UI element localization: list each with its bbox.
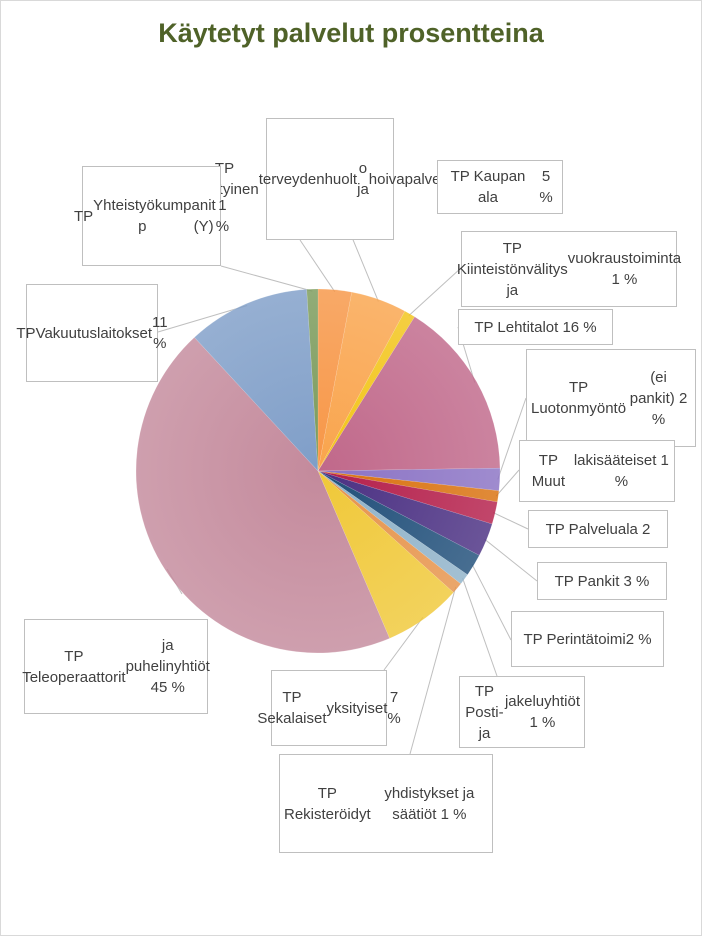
label-yksityinen-line-3: o ja (357, 160, 369, 198)
label-kaupan: TP Kaupan ala 5 % (437, 160, 563, 214)
label-yhteistyo-line-3: anit (Y) (191, 197, 216, 235)
label-sekalaiset: TP Sekalaiset yksityiset 7 % (257, 670, 401, 746)
label-perinta-line-2: 2 % (625, 630, 652, 648)
label-teleoperaattorit-line-1: TP Teleoperaattorit (22, 647, 126, 686)
leader-line (471, 563, 512, 641)
pie-slice (317, 310, 416, 472)
pie-slice (317, 467, 501, 492)
pie-slice (317, 470, 498, 525)
label-palveluala-line-1: TP Palveluala 2 (545, 520, 651, 538)
pie-slice (317, 470, 468, 585)
label-kiinteisto-line-2: vuokraustoiminta 1 % (567, 250, 682, 288)
pie-slice (135, 337, 390, 654)
leader-line (492, 512, 529, 530)
label-posti: TP Posti- ja jakeluyhtiöt 1 % (459, 676, 585, 748)
pie-slice (317, 291, 406, 472)
label-perinta: TP Perintätoimi 2 % (511, 611, 664, 667)
label-pankit: TP Pankit 3 % (537, 562, 667, 600)
leader-lines (157, 212, 538, 755)
label-yhteistyo-line-2: Yhteistyökump p (93, 197, 192, 235)
pie-slice (317, 316, 501, 472)
label-luotonmyonto-line-1: TP Luotonmyöntö (531, 379, 627, 417)
label-yhteistyo-line-1: TP (73, 207, 94, 225)
label-rekisteroidyt-line-2: yhdistykset ja säätiöt 1 % (384, 784, 475, 823)
leader-line (299, 239, 336, 293)
leader-line (462, 578, 498, 677)
pie-slice (317, 470, 493, 556)
pie-slice (306, 288, 319, 472)
label-muut-line-1: TP Muut (531, 452, 566, 490)
pie-slice (317, 470, 480, 576)
label-yksityinen-line-2: terveydenhuolt (258, 170, 358, 188)
leader-line (157, 305, 248, 333)
leader-line (484, 538, 538, 582)
leader-line (220, 265, 313, 292)
label-teleoperaattorit: TP Teleoperaattorit ja puhelinyhtiöt 45 … (22, 619, 210, 714)
label-luotonmyonto: TP Luotonmyöntö (ei pankit) 2 % (526, 349, 696, 447)
label-kiinteisto-line-1: TP Kiinteistönvälitys ja (456, 239, 568, 299)
pie-slice (317, 470, 500, 503)
label-lehtitalot-line-1: TP Lehtitalot 16 % (474, 318, 597, 336)
pie-slice (194, 289, 319, 472)
label-vakuutus-line-2: Vakuutuslaitoks (35, 324, 140, 342)
label-posti-line-2: jakeluyhtiöt 1 % (504, 693, 580, 731)
leader-line (408, 267, 462, 316)
label-kaupan-line-2: 5 % (539, 168, 553, 206)
label-rekisteroidyt: TP Rekisteröidyt yhdistykset ja säätiöt … (279, 754, 493, 853)
label-vakuutus: TP Vakuutuslaitoks et 11 % (16, 284, 168, 382)
label-sekalaiset-line-3: 7 % (387, 689, 401, 727)
label-yhteistyo-line-4: 1 % (215, 197, 230, 235)
label-palveluala: TP Palveluala 2 (528, 510, 668, 548)
label-vakuutus-line-3: et (139, 324, 153, 342)
label-vakuutus-line-4: 11 % (152, 314, 168, 352)
label-luotonmyonto-line-2: (ei pankit) 2 % (629, 368, 688, 428)
label-muut: TP Muut lakisääteiset 1 % (519, 440, 675, 502)
pie-slice (317, 288, 353, 472)
pie-slice (317, 470, 462, 593)
label-yksityinen-line-4: hoivapalvelut (368, 170, 457, 188)
label-perinta-line-1: TP Perintätoimi (523, 630, 626, 648)
label-teleoperaattorit-line-2: ja puhelinyhtiöt 45 % (125, 637, 210, 696)
label-yhteistyo: TP Yhteistyökump p anit (Y) 1 % (74, 166, 229, 266)
label-kiinteisto: TP Kiinteistönvälitys ja vuokraustoimint… (457, 231, 681, 307)
label-pankit-line-1: TP Pankit 3 % (554, 572, 650, 590)
label-muut-line-2: lakisääteiset 1 % (573, 452, 669, 490)
label-rekisteroidyt-line-1: TP Rekisteröidyt (284, 784, 371, 823)
label-posti-line-1: TP Posti- ja (465, 682, 504, 742)
pie-slice (317, 470, 454, 639)
label-kaupan-line-1: TP Kaupan ala (450, 168, 526, 206)
label-sekalaiset-line-1: TP Sekalaiset (257, 689, 327, 727)
leader-line (497, 397, 527, 480)
label-sekalaiset-line-2: yksityiset (326, 699, 388, 717)
leader-line (495, 469, 520, 497)
chart-title: Käytetyt palvelut prosentteina (158, 18, 544, 48)
leader-line (409, 586, 457, 755)
leader-line (383, 617, 424, 671)
label-lehtitalot: TP Lehtitalot 16 % (458, 309, 613, 345)
label-vakuutus-line-1: TP (16, 324, 36, 342)
label-yksityinen: TP Yksityinen terveydenhuolt o ja hoivap… (190, 118, 470, 240)
